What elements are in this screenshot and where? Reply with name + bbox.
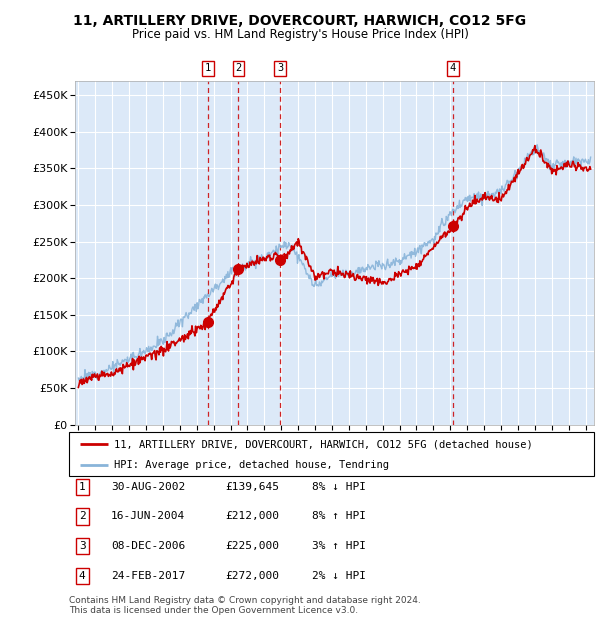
Text: 8% ↓ HPI: 8% ↓ HPI (312, 482, 366, 492)
Text: 2: 2 (235, 63, 241, 73)
Text: 4: 4 (450, 63, 456, 73)
Text: 11, ARTILLERY DRIVE, DOVERCOURT, HARWICH, CO12 5FG (detached house): 11, ARTILLERY DRIVE, DOVERCOURT, HARWICH… (113, 439, 532, 449)
Text: 2: 2 (79, 512, 86, 521)
Text: 24-FEB-2017: 24-FEB-2017 (111, 571, 185, 581)
Text: Price paid vs. HM Land Registry's House Price Index (HPI): Price paid vs. HM Land Registry's House … (131, 28, 469, 41)
Text: £212,000: £212,000 (225, 512, 279, 521)
Text: Contains HM Land Registry data © Crown copyright and database right 2024.
This d: Contains HM Land Registry data © Crown c… (69, 596, 421, 615)
Text: 3: 3 (277, 63, 283, 73)
Text: £272,000: £272,000 (225, 571, 279, 581)
Text: 8% ↑ HPI: 8% ↑ HPI (312, 512, 366, 521)
Text: 3: 3 (79, 541, 86, 551)
Text: £225,000: £225,000 (225, 541, 279, 551)
Text: 1: 1 (79, 482, 86, 492)
Text: £139,645: £139,645 (225, 482, 279, 492)
Text: 11, ARTILLERY DRIVE, DOVERCOURT, HARWICH, CO12 5FG: 11, ARTILLERY DRIVE, DOVERCOURT, HARWICH… (73, 14, 527, 28)
Text: 08-DEC-2006: 08-DEC-2006 (111, 541, 185, 551)
Text: 16-JUN-2004: 16-JUN-2004 (111, 512, 185, 521)
Text: 30-AUG-2002: 30-AUG-2002 (111, 482, 185, 492)
Text: HPI: Average price, detached house, Tendring: HPI: Average price, detached house, Tend… (113, 460, 389, 470)
Text: 3% ↑ HPI: 3% ↑ HPI (312, 541, 366, 551)
Text: 4: 4 (79, 571, 86, 581)
Text: 1: 1 (205, 63, 211, 73)
Text: 2% ↓ HPI: 2% ↓ HPI (312, 571, 366, 581)
